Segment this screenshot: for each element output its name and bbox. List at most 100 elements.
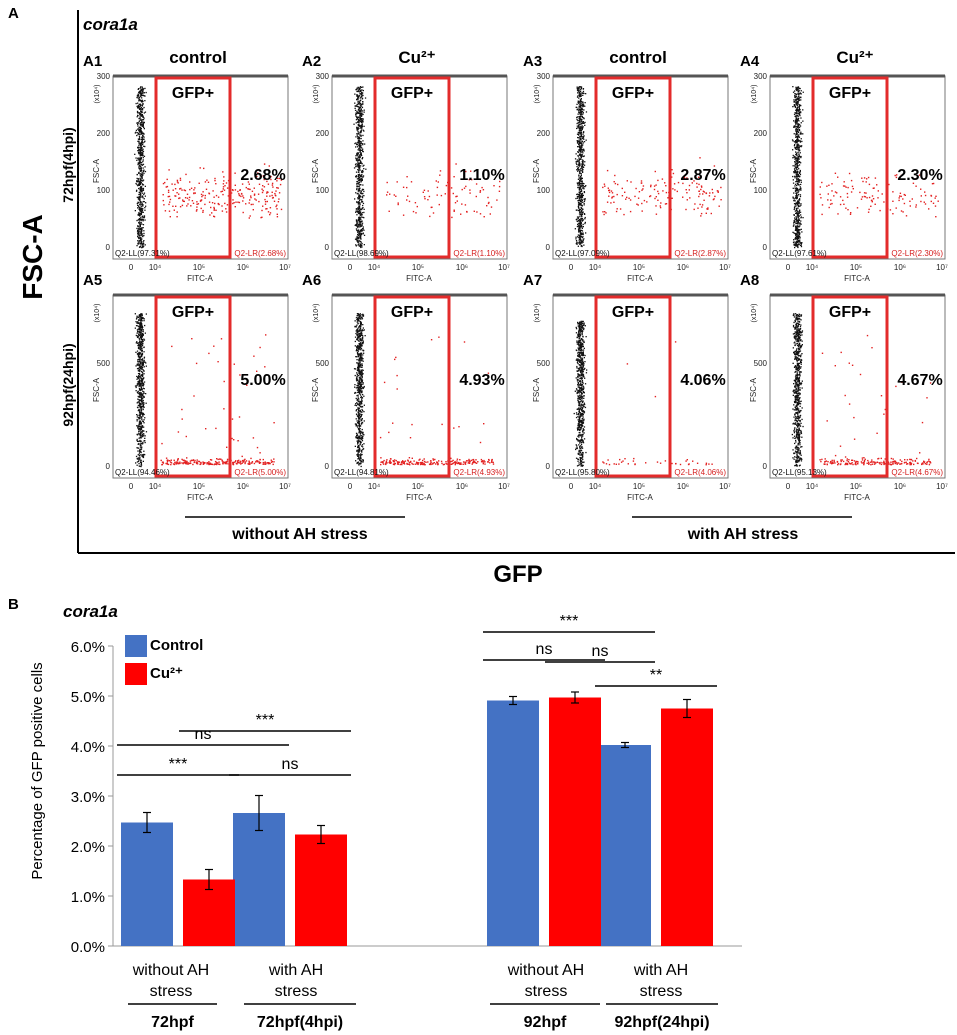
- event-dot: [141, 243, 143, 245]
- event-dot: [359, 216, 361, 219]
- event-dot: [218, 461, 220, 463]
- event-dot: [138, 153, 140, 155]
- event-dot: [579, 180, 581, 183]
- event-dot: [142, 385, 144, 387]
- event-dot: [700, 185, 703, 187]
- event-dot: [427, 190, 429, 192]
- event-dot: [578, 107, 580, 109]
- event-dot: [140, 219, 142, 221]
- event-dot: [141, 335, 144, 337]
- event-dot: [415, 212, 417, 214]
- event-dot: [581, 170, 584, 172]
- event-dot: [264, 462, 266, 464]
- event-dot: [360, 181, 362, 183]
- event-dot: [141, 413, 143, 415]
- event-dot: [355, 136, 357, 138]
- event-dot: [797, 205, 800, 208]
- event-dot: [141, 352, 144, 354]
- event-dot: [136, 196, 138, 198]
- event-dot: [262, 462, 265, 464]
- event-dot: [357, 121, 359, 123]
- event-dot: [138, 384, 140, 386]
- event-dot: [359, 232, 362, 234]
- event-dot: [215, 194, 218, 197]
- event-dot: [141, 336, 143, 338]
- event-dot: [579, 220, 582, 222]
- event-dot: [138, 172, 140, 174]
- event-dot: [360, 413, 362, 416]
- event-dot: [796, 189, 798, 191]
- event-dot: [820, 197, 822, 199]
- event-dot: [856, 207, 859, 209]
- event-dot: [356, 221, 358, 223]
- event-dot: [798, 190, 800, 192]
- event-dot: [582, 166, 585, 168]
- event-dot: [581, 151, 583, 153]
- event-dot: [136, 438, 138, 441]
- event-dot: [357, 239, 359, 242]
- event-dot: [798, 93, 800, 96]
- event-dot: [579, 100, 581, 103]
- event-dot: [577, 167, 579, 169]
- event-dot: [214, 460, 217, 463]
- event-dot: [141, 172, 143, 174]
- event-dot: [580, 90, 582, 92]
- event-dot: [143, 230, 145, 232]
- event-dot: [357, 237, 359, 239]
- event-dot: [578, 139, 580, 141]
- event-dot: [798, 109, 800, 111]
- event-dot: [273, 458, 275, 460]
- event-dot: [579, 192, 581, 194]
- event-dot: [263, 178, 265, 181]
- event-dot: [836, 192, 838, 194]
- event-dot: [139, 314, 142, 316]
- event-dot: [140, 157, 142, 160]
- event-dot: [794, 219, 796, 221]
- event-dot: [357, 417, 360, 419]
- event-dot: [720, 199, 722, 201]
- event-dot: [798, 90, 800, 92]
- event-dot: [271, 197, 274, 199]
- event-dot: [137, 123, 139, 126]
- event-dot: [265, 463, 267, 465]
- event-dot: [436, 186, 439, 189]
- event-dot: [262, 189, 264, 192]
- event-dot: [577, 151, 580, 153]
- event-dot: [800, 138, 802, 140]
- event-dot: [245, 203, 247, 205]
- event-dot: [860, 198, 863, 200]
- event-dot: [579, 231, 581, 233]
- event-dot: [359, 313, 361, 315]
- event-dot: [580, 95, 582, 97]
- event-dot: [141, 149, 143, 151]
- event-dot: [635, 187, 637, 190]
- event-dot: [188, 199, 190, 201]
- event-dot: [578, 132, 580, 134]
- event-dot: [357, 95, 359, 98]
- event-dot: [834, 191, 837, 193]
- event-dot: [793, 232, 795, 234]
- event-dot: [579, 158, 581, 160]
- event-dot: [355, 163, 357, 165]
- event-dot: [416, 205, 418, 208]
- event-dot: [139, 223, 141, 225]
- event-dot: [357, 332, 359, 335]
- event-dot: [139, 326, 142, 328]
- event-dot: [577, 127, 579, 129]
- event-dot: [142, 171, 145, 173]
- event-dot: [232, 461, 234, 464]
- event-dot: [139, 197, 141, 199]
- event-dot: [796, 201, 798, 203]
- event-dot: [141, 317, 143, 320]
- event-dot: [140, 392, 142, 394]
- event-dot: [362, 228, 364, 230]
- event-dot: [357, 136, 359, 138]
- event-dot: [356, 210, 358, 212]
- event-dot: [136, 227, 138, 230]
- event-dot: [577, 209, 580, 212]
- event-dot: [357, 86, 359, 88]
- event-dot: [799, 236, 801, 238]
- event-dot: [211, 202, 214, 204]
- event-dot: [356, 403, 359, 405]
- event-dot: [357, 403, 360, 405]
